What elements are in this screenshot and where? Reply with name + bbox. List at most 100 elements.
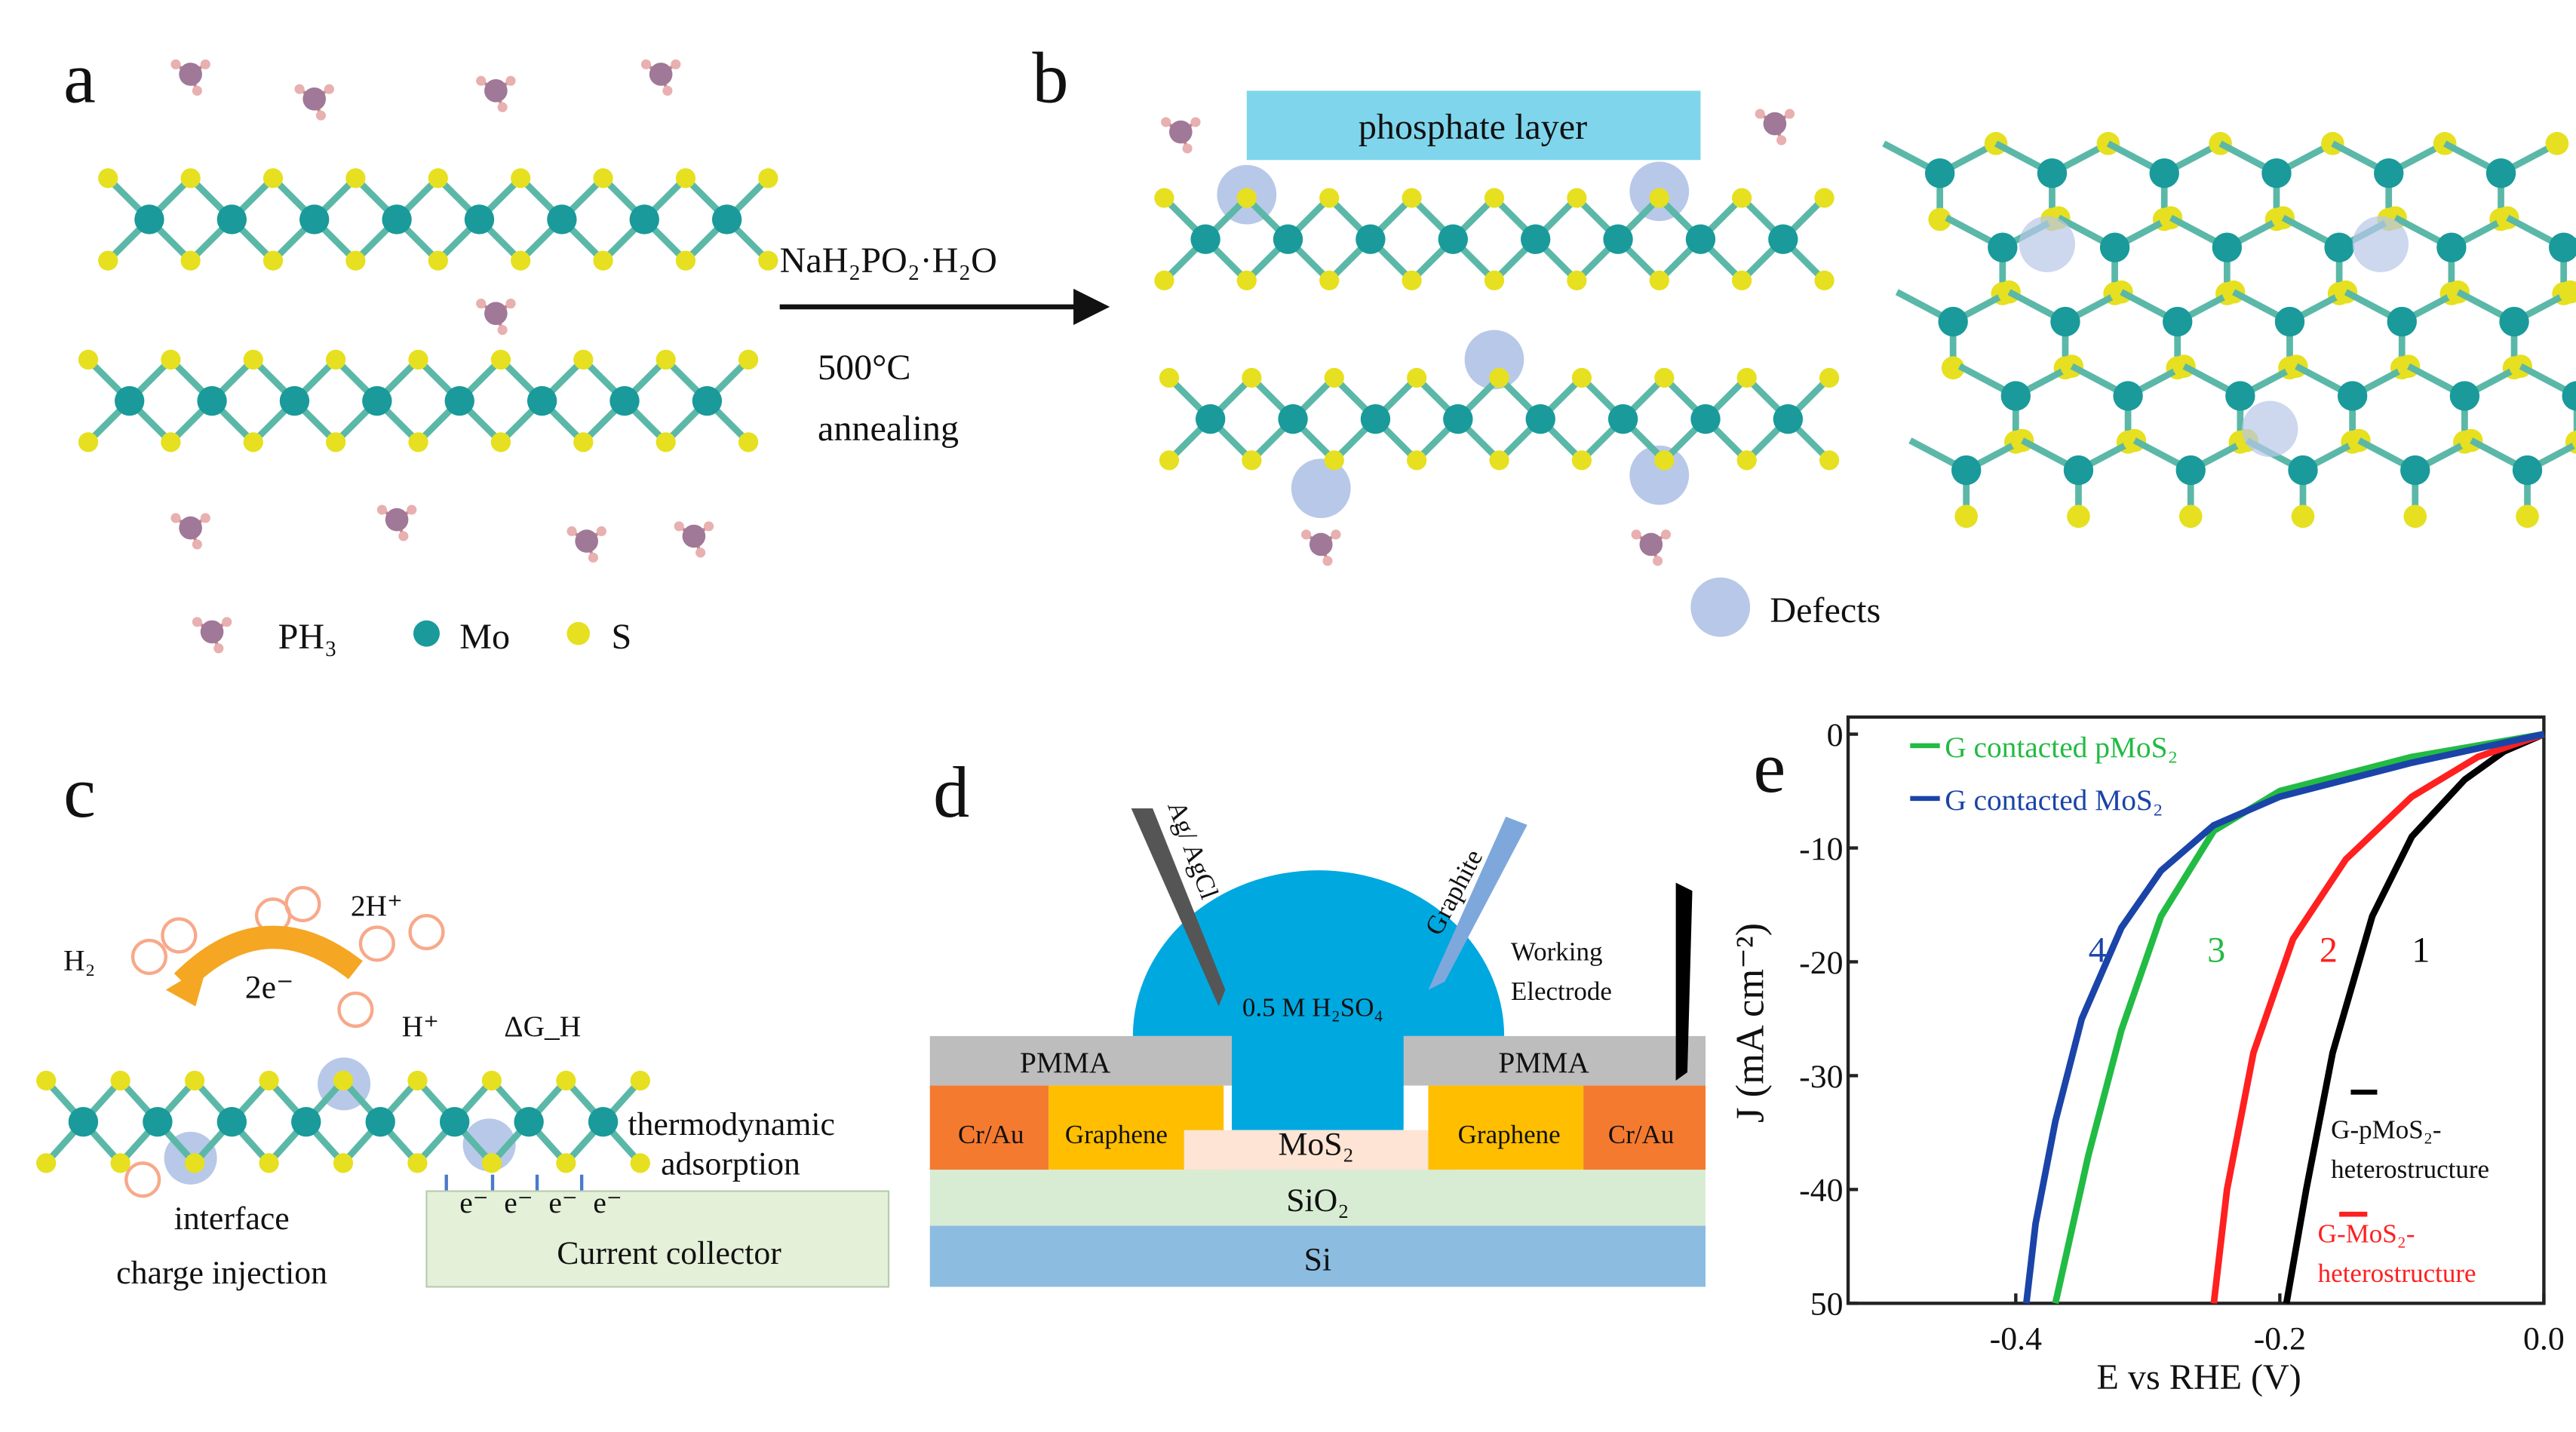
- panel-a-structure: [78, 59, 778, 654]
- h-atom: [476, 298, 487, 309]
- s-atom: [481, 1070, 502, 1091]
- s-atom: [656, 432, 676, 452]
- mo-atom: [1607, 404, 1638, 434]
- y-axis-label: J (mA cm⁻²): [1729, 923, 1773, 1123]
- s-atom: [326, 432, 346, 452]
- sio2-label: SiO₂: [1286, 1182, 1349, 1219]
- s-atom: [1489, 450, 1509, 471]
- collector-label: Current collector: [557, 1235, 781, 1271]
- mo-atom: [609, 385, 640, 416]
- two-proton-label: 2H⁺: [351, 889, 403, 922]
- s-atom: [1928, 207, 1951, 232]
- h-atom: [674, 521, 684, 532]
- legend-black-1: G-pMoS₂-: [2331, 1115, 2441, 1145]
- s-atom: [1732, 188, 1752, 208]
- h-atom: [1660, 529, 1672, 540]
- electron-label: e⁻: [504, 1186, 533, 1219]
- si-label: Si: [1304, 1242, 1332, 1278]
- s-atom: [1154, 270, 1174, 291]
- h-atom: [476, 75, 487, 86]
- p-atom: [179, 516, 202, 540]
- mo-atom: [2225, 381, 2255, 411]
- s-atom: [1954, 504, 1978, 529]
- reference-electrode: [1131, 808, 1226, 1007]
- y-tick-label: -10: [1799, 831, 1843, 867]
- mo-atom: [1356, 224, 1386, 254]
- h-atom: [505, 75, 516, 86]
- s-atom: [1567, 270, 1587, 291]
- mo-atom: [197, 385, 227, 416]
- s-atom: [243, 432, 263, 452]
- proton-label: H⁺: [402, 1010, 439, 1043]
- mo-atom: [279, 385, 310, 416]
- h-atom: [407, 504, 417, 515]
- mo-atom: [114, 385, 145, 416]
- h-atom: [1182, 143, 1193, 154]
- s-atom: [1159, 450, 1180, 471]
- s-atom: [1736, 367, 1757, 388]
- mos2-label: MoS₂: [1279, 1126, 1354, 1162]
- s-atom: [1242, 367, 1262, 388]
- s-atom: [490, 349, 511, 370]
- s-atom: [1319, 188, 1340, 208]
- s-atom: [511, 168, 531, 189]
- adsorption-label: adsorption: [661, 1146, 800, 1182]
- mo-atom: [2163, 306, 2193, 337]
- panel-c-label: c: [63, 752, 96, 833]
- defect-site: [462, 1118, 516, 1172]
- s-atom: [1324, 450, 1344, 471]
- mo-atom: [2449, 381, 2480, 411]
- h-atom: [170, 59, 181, 69]
- x-tick-label: -0.4: [1990, 1321, 2042, 1357]
- working-label: Working: [1511, 937, 1603, 966]
- p-atom: [1168, 120, 1193, 144]
- s-atom: [407, 1153, 428, 1173]
- s-atom: [180, 168, 201, 189]
- mo-atom: [2149, 158, 2179, 189]
- mo-atom: [2485, 158, 2516, 189]
- s-atom-icon: [566, 621, 591, 645]
- two-electron-label: 2e⁻: [245, 970, 293, 1006]
- h-atom: [315, 110, 327, 121]
- mo-atom: [1690, 404, 1721, 434]
- electrolyte-label: 0.5 M H₂SO₄: [1242, 993, 1383, 1023]
- si-layer: [929, 1225, 1706, 1287]
- s-atom: [161, 432, 181, 452]
- h-atom: [662, 85, 673, 96]
- y-tick-label: -30: [1799, 1059, 1843, 1095]
- mo-atom: [711, 204, 742, 235]
- s-atom: [1814, 188, 1835, 208]
- mo-atom: [1443, 404, 1473, 434]
- s-atom: [675, 250, 696, 271]
- p-atom: [179, 63, 202, 86]
- s-atom: [481, 1153, 502, 1173]
- proton: [161, 917, 198, 954]
- h-atom: [213, 643, 224, 654]
- interface-label: interface: [174, 1200, 290, 1237]
- h-atom: [695, 547, 706, 558]
- mo-atom: [2400, 455, 2430, 486]
- h-atom: [192, 539, 202, 550]
- mo-atom: [216, 204, 247, 235]
- mo-atom: [1938, 306, 1968, 337]
- s-atom: [2178, 504, 2203, 529]
- h-atom: [1631, 529, 1641, 540]
- legend-ph3: PH₃: [278, 617, 337, 657]
- h-atom: [376, 504, 387, 515]
- s-atom: [758, 168, 778, 189]
- p-atom: [575, 529, 599, 553]
- electrode-label: Electrode: [1511, 977, 1612, 1006]
- panel-b-label: b: [1032, 38, 1068, 118]
- mo-atom: [2050, 306, 2080, 337]
- mo-atom: [514, 1107, 544, 1137]
- s-atom: [1941, 356, 1965, 380]
- p-atom: [1763, 112, 1787, 136]
- s-atom: [2571, 431, 2576, 449]
- y-tick-label: 0: [1827, 717, 1844, 753]
- mo-atom: [291, 1107, 321, 1137]
- mo-atom: [1360, 404, 1391, 434]
- mo-atom: [2274, 306, 2305, 337]
- h-atom: [505, 298, 516, 309]
- h-atom: [588, 552, 599, 563]
- panel-a-label: a: [63, 38, 96, 118]
